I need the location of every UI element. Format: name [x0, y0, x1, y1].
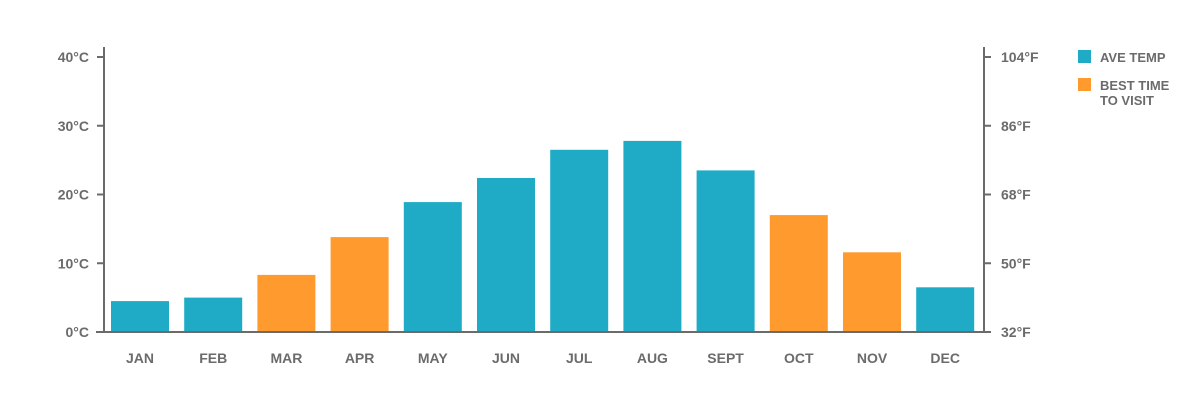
legend-swatch — [1078, 50, 1091, 63]
x-tick-label: JUL — [566, 350, 593, 366]
x-tick-label: AUG — [637, 350, 668, 366]
x-tick-label: JUN — [492, 350, 520, 366]
bar-may — [403, 202, 462, 332]
y-tick-label-left: 0°C — [66, 324, 90, 340]
bar-mar — [257, 274, 316, 332]
x-tick-label: FEB — [199, 350, 227, 366]
bar-apr — [330, 237, 389, 332]
y-axis-right: 32°F 50°F 68°F 86°F 104°F — [983, 47, 1039, 340]
y-tick-label-right: 86°F — [1001, 118, 1031, 134]
bars — [111, 140, 975, 333]
bar-oct — [769, 215, 828, 332]
x-tick-label: JAN — [126, 350, 154, 366]
bar-jan — [111, 301, 169, 332]
bar-jun — [477, 178, 535, 332]
y-tick-label-right: 104°F — [1001, 49, 1039, 65]
x-tick-label: DEC — [930, 350, 960, 366]
bar-jul — [550, 149, 609, 332]
x-tick-label: SEPT — [707, 350, 744, 366]
legend-label: AVE TEMP — [1100, 50, 1166, 65]
bar-nov — [843, 252, 901, 333]
y-tick-label-right: 68°F — [1001, 187, 1031, 203]
y-tick-label-left: 40°C — [58, 49, 89, 65]
legend-label: BEST TIME — [1100, 78, 1170, 93]
bar-feb — [184, 297, 243, 332]
y-tick-label-left: 30°C — [58, 118, 89, 134]
y-axis-left: 0°C 10°C 20°C 30°C 40°C — [58, 47, 105, 340]
x-axis: JAN FEB MAR APR MAY JUN JUL AUG SEPT OCT NOV DEC — [96, 331, 984, 366]
bar-dec — [916, 287, 975, 332]
legend-swatch — [1078, 78, 1091, 91]
x-tick-label: MAR — [270, 350, 302, 366]
x-tick-label: MAY — [418, 350, 448, 366]
x-tick-label: OCT — [784, 350, 814, 366]
y-tick-label-left: 20°C — [58, 187, 89, 203]
x-tick-label: NOV — [857, 350, 888, 366]
x-tick-label: APR — [345, 350, 375, 366]
bar-sept — [696, 170, 755, 332]
y-tick-label-left: 10°C — [58, 255, 89, 271]
legend-label: TO VISIT — [1100, 93, 1154, 108]
bar-aug — [623, 140, 682, 332]
y-tick-label-right: 32°F — [1001, 324, 1031, 340]
y-tick-label-right: 50°F — [1001, 255, 1031, 271]
